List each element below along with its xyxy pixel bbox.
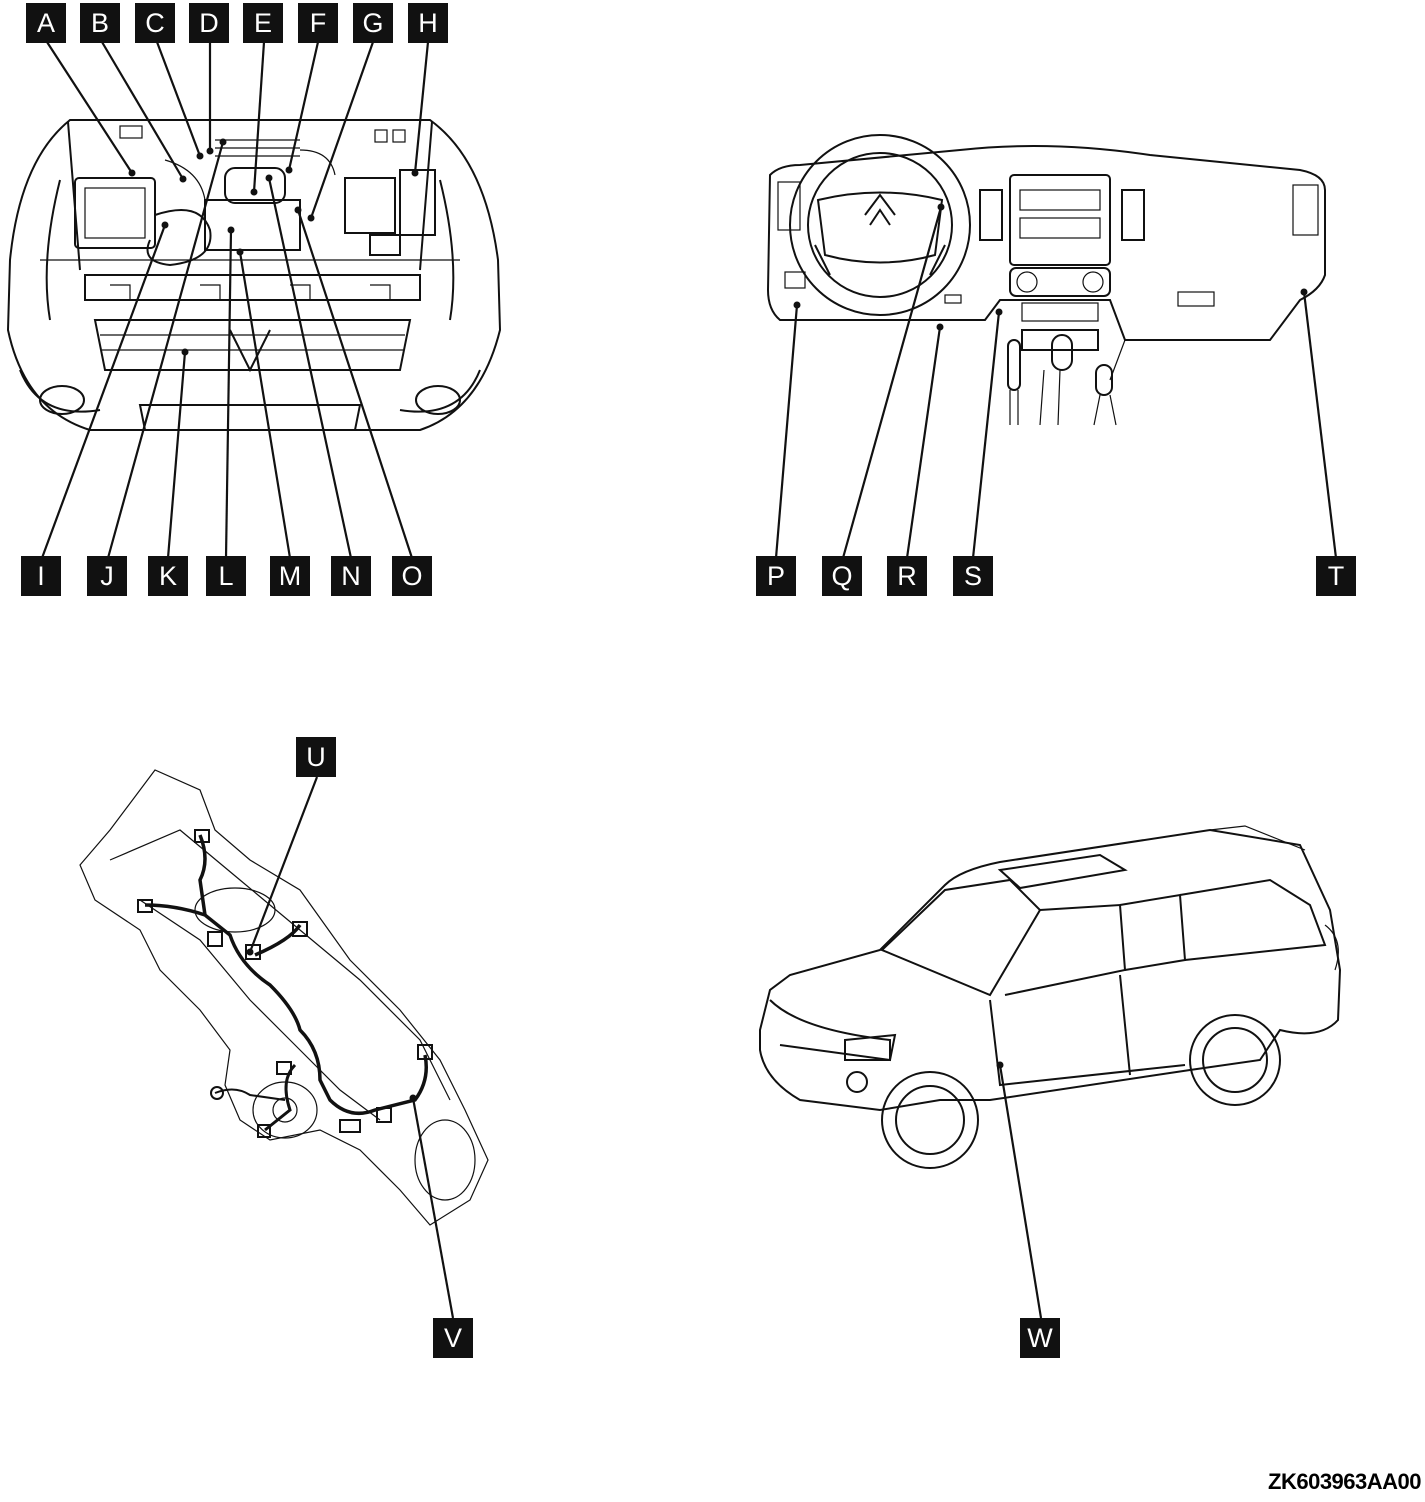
callout-w: W — [1020, 1318, 1060, 1358]
callout-c: C — [135, 3, 175, 43]
callout-k: K — [148, 556, 188, 596]
callout-g: G — [353, 3, 393, 43]
callout-t: T — [1316, 556, 1356, 596]
callout-a: A — [26, 3, 66, 43]
transmission-illustration — [79, 769, 489, 1226]
callout-n: N — [331, 556, 371, 596]
callout-l: L — [206, 556, 246, 596]
callout-i: I — [21, 556, 61, 596]
callout-v: V — [433, 1318, 473, 1358]
engine-bay-illustration — [6, 119, 502, 431]
vehicle-illustration — [759, 825, 1342, 1169]
callout-o: O — [392, 556, 432, 596]
leader-lines — [40, 41, 1338, 1319]
callout-q: Q — [822, 556, 862, 596]
callout-s: S — [953, 556, 993, 596]
leader-dots — [128, 138, 1308, 1102]
callout-f: F — [298, 3, 338, 43]
figure-code: ZK603963AA00 — [1268, 1469, 1421, 1494]
callout-h: H — [408, 3, 448, 43]
dashboard-illustration — [766, 134, 1326, 426]
callout-e: E — [243, 3, 283, 43]
callout-d: D — [189, 3, 229, 43]
callout-r: R — [887, 556, 927, 596]
callout-j: J — [87, 556, 127, 596]
callout-b: B — [80, 3, 120, 43]
callout-p: P — [756, 556, 796, 596]
callout-m: M — [270, 556, 310, 596]
callout-u: U — [296, 737, 336, 777]
